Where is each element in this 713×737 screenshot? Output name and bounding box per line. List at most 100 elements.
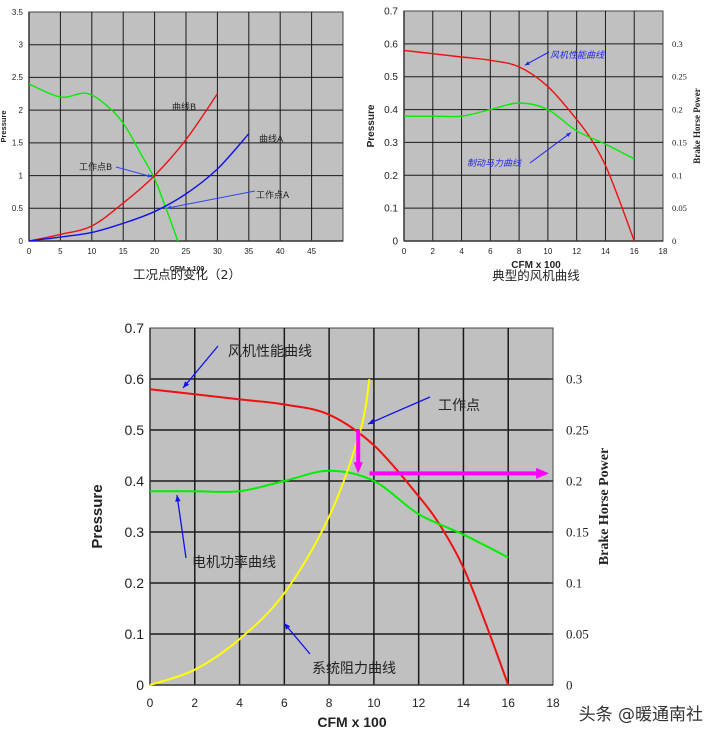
x-tick-label: 15: [119, 247, 128, 256]
x-tick-label: 8: [517, 247, 522, 256]
arrow-fan-curve: [182, 345, 219, 389]
x-tick-label: 12: [572, 247, 581, 256]
x-tick-label: 35: [244, 247, 253, 256]
y-tick-label: 0.6: [384, 39, 398, 50]
plot-area: [403, 10, 664, 242]
y-tick-label: 0: [136, 677, 144, 693]
y-tick-label: 0.7: [384, 7, 398, 18]
arrow-operating-point-a: [166, 190, 256, 209]
y2-tick-label: 0.2: [566, 474, 582, 489]
series-line-制动马力曲线: [404, 102, 635, 160]
series-line-曲线A: [28, 133, 250, 242]
arrow-operating-point-head-icon: [368, 418, 375, 424]
y2-tick-label: 0.1: [672, 170, 683, 180]
y-tick-label: 0.4: [384, 105, 398, 116]
y-axis-label: Pressure: [366, 104, 377, 147]
y-tick-label: 0.2: [384, 171, 398, 182]
y-tick-label: 0.7: [125, 320, 145, 336]
x-tick-label: 20: [150, 247, 159, 256]
x-tick-label: 45: [307, 247, 316, 256]
label-bhp-curve: 制动马力曲线: [467, 158, 522, 169]
y-tick-label: 0: [19, 237, 24, 246]
arrow-operating-point: [367, 396, 431, 425]
label-curve-b: 曲线B: [172, 101, 196, 113]
y-tick-label: 0.3: [384, 138, 398, 149]
x-tick-label: 4: [459, 247, 464, 256]
x-tick-label: 2: [191, 696, 198, 710]
arrow-system-curve: [283, 622, 311, 655]
chart-fan-system-curve: 0 2 4 6 8 10 12 14 16 18 0 0.1 0.2 0.3 0.4 0.5 0.6 0.7 0 0.…: [89, 320, 612, 730]
x-tick-label: 10: [543, 247, 552, 256]
x-tick-label: 0: [402, 247, 407, 256]
x-tick-label: 4: [236, 696, 243, 710]
y-tick-label: 2: [19, 106, 24, 115]
x-axis-label: CFM x 100: [317, 714, 386, 730]
x-tick-label: 8: [326, 696, 333, 710]
y-tick-label: 0.1: [384, 204, 398, 215]
arrow-motor-curve-head-icon: [175, 495, 181, 502]
y2-tick-label: 0.05: [566, 627, 589, 642]
y2-tick-label: 0.05: [672, 203, 687, 213]
label-operating-point-b: 工作点B: [79, 161, 112, 173]
y-tick-label: 0.6: [125, 371, 145, 387]
y2-tick-label: 0.2: [672, 105, 683, 115]
y-tick-label: 0: [392, 237, 398, 248]
x-tick-label: 25: [182, 247, 191, 256]
series-line-风机性能曲线: [149, 388, 510, 686]
label-fan-curve: 风机性能曲线: [228, 344, 312, 360]
x-tick-label: 40: [276, 247, 285, 256]
y2-tick-label: 0.15: [566, 525, 589, 540]
series-line-电机功率曲线: [149, 469, 509, 559]
arrow-fan-curve-head-icon: [524, 61, 530, 66]
series-line-风机性能曲线: [28, 83, 179, 242]
y-tick-label: 0.2: [125, 575, 145, 591]
series-line-风机性能曲线: [403, 49, 635, 242]
x-tick-label: 6: [488, 247, 493, 256]
chart-title: 典型的风机曲线: [492, 268, 580, 283]
y-tick-label: 1: [19, 171, 24, 180]
x-tick-label: 16: [502, 696, 516, 710]
x-tick-label: 14: [601, 247, 610, 256]
magenta-read-arrow-head-icon: [536, 467, 549, 479]
y-tick-label: 0.1: [125, 626, 145, 642]
plot-area: [149, 327, 554, 686]
x-tick-label: 6: [281, 696, 288, 710]
y-axis-label: Pressure: [0, 110, 8, 142]
y-tick-label: 2.5: [12, 73, 24, 82]
y-tick-label: 0.5: [12, 204, 24, 213]
label-operating-point: 工作点: [438, 398, 480, 414]
x-tick-label: 10: [87, 247, 96, 256]
y-axis-label: Pressure: [89, 484, 106, 548]
arrow-fan-curve-head-icon: [183, 381, 190, 388]
y2-tick-label: 0: [672, 236, 676, 246]
y2-axis-label: Brake Horse Power: [597, 448, 612, 565]
magenta-drop-arrow-head-icon: [353, 462, 363, 474]
series-line-曲线B: [28, 93, 218, 242]
y2-tick-label: 0.3: [566, 372, 582, 387]
y2-tick-label: 0.1: [566, 576, 582, 591]
y2-axis-label: Brake Horse Power: [692, 88, 702, 163]
x-tick-label: 14: [457, 696, 471, 710]
y-tick-label: 0.3: [125, 524, 145, 540]
arrow-operating-point-b-head-icon: [147, 173, 153, 178]
chart-typical-fan-curve: 0 2 4 6 8 10 12 14 16 18 0 0.1 0.2 0.3 0.4 0.5 0.6 0.7 0 0.…: [366, 7, 702, 284]
x-tick-label: 30: [213, 247, 222, 256]
arrow-operating-point-a-head-icon: [166, 205, 172, 210]
y2-tick-label: 0.3: [672, 39, 683, 49]
watermark: 头条 @暖通南社: [578, 705, 703, 725]
x-tick-label: 16: [630, 247, 639, 256]
y-tick-label: 1.5: [12, 139, 24, 148]
arrow-bhp-curve-head-icon: [566, 132, 571, 137]
chart-title: 工况点的变化（2）: [133, 267, 241, 282]
label-system-curve: 系统阻力曲线: [312, 661, 396, 677]
label-operating-point-a: 工作点A: [256, 189, 290, 201]
series-line-系统阻力曲线: [149, 378, 371, 686]
x-tick-label: 18: [546, 696, 560, 710]
y2-tick-label: 0.25: [566, 423, 589, 438]
y2-tick-label: 0.15: [672, 137, 687, 147]
y-tick-label: 0.4: [125, 473, 145, 489]
label-motor-curve: 电机功率曲线: [192, 554, 276, 571]
x-tick-label: 10: [367, 696, 381, 710]
x-axis-label: CFM x 100: [170, 266, 205, 273]
x-tick-label: 0: [27, 247, 32, 256]
